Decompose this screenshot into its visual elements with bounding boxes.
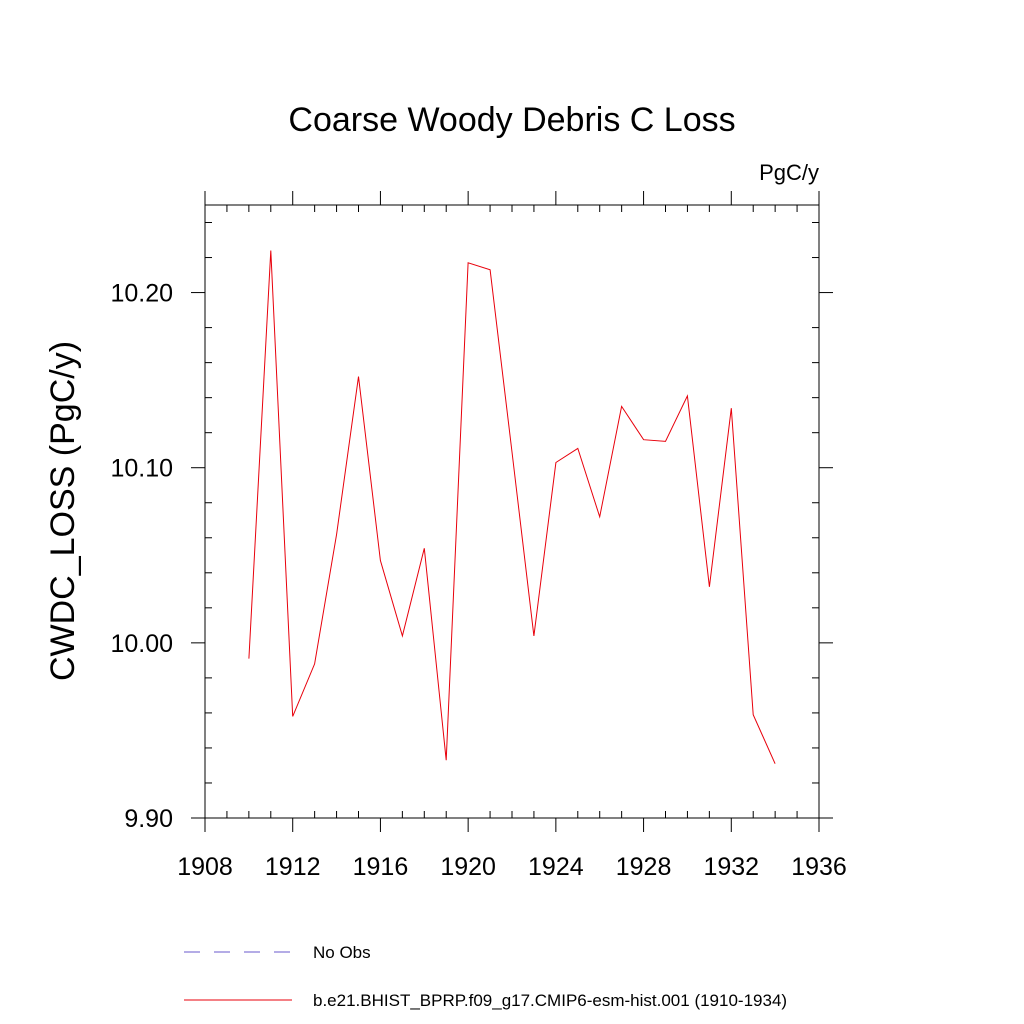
y-tick-label: 9.90 [124, 805, 173, 833]
x-tick-label: 1920 [440, 853, 496, 881]
x-tick-label: 1932 [703, 853, 759, 881]
y-axis-title: CWDC_LOSS (PgC/y) [44, 341, 82, 681]
x-tick-label: 1912 [265, 853, 321, 881]
legend-label: No Obs [313, 943, 371, 962]
y-tick-label: 10.20 [110, 280, 173, 308]
plot-frame [204, 204, 820, 819]
x-tick-label: 1908 [177, 853, 233, 881]
x-tick-label: 1916 [353, 853, 409, 881]
chart-title: Coarse Woody Debris C Loss [288, 101, 735, 139]
x-tick-label: 1936 [791, 853, 847, 881]
axis-ticks: 1908 1912 1916 1920 1924 1928 1932 1936 9.90 10.0… [110, 191, 847, 881]
series-line [248, 250, 776, 764]
y-tick-label: 10.10 [110, 455, 173, 483]
y-tick-label: 10.00 [110, 630, 173, 658]
legend-label: b.e21.BHIST_BPRP.f09_g17.CMIP6-esm-hist.… [313, 991, 787, 1010]
x-tick-label: 1928 [616, 853, 672, 881]
legend: No Obs b.e21.BHIST_BPRP.f09_g17.CMIP6-esm… [184, 943, 787, 1010]
chart-units: PgC/y [759, 160, 819, 185]
series-layer [248, 250, 776, 764]
x-tick-label: 1924 [528, 853, 584, 881]
